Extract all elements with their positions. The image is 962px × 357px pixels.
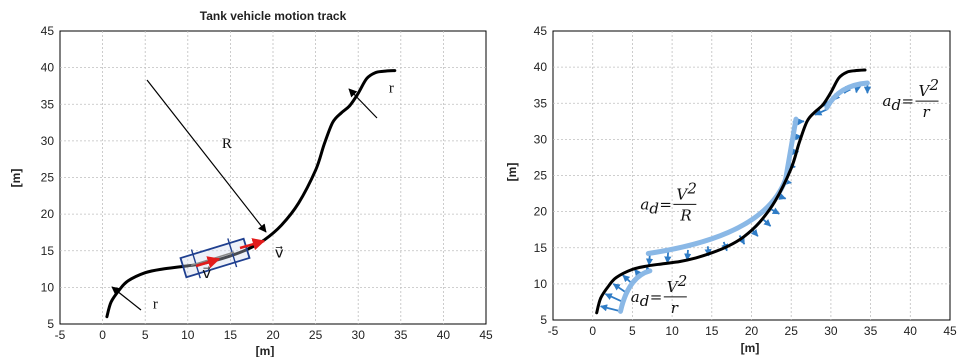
- acceleration-arrow: [599, 304, 619, 312]
- right-x-tick-label: 35: [864, 324, 878, 338]
- formula-subscript: d: [649, 199, 659, 217]
- left-y-tick-label: 40: [41, 61, 55, 75]
- formula-subscript: d: [640, 292, 650, 310]
- left-x-tick-label: 0: [99, 328, 106, 342]
- left-y-tick-label: 10: [41, 280, 55, 294]
- arc-upper-small-radius: [824, 80, 870, 111]
- acceleration-arrow: [684, 249, 692, 261]
- formula-0: a d =V 2 r: [883, 76, 940, 121]
- left-ticks: -5 0 5 10 15 20 25 30 35 40 45 5 10 15 20 25 30 35 40 45: [41, 24, 493, 342]
- left-annotations: r R r v⃗ v⃗: [153, 81, 394, 313]
- left-x-tick-label: 40: [437, 328, 451, 342]
- annotation-r-top: r: [389, 81, 394, 97]
- left-x-tick-label: 10: [181, 328, 195, 342]
- left-y-tick-label: 35: [41, 97, 55, 111]
- right-x-tick-label: 40: [904, 324, 918, 338]
- radius-arrow-top: [348, 88, 378, 119]
- left-x-tick-label: 20: [266, 328, 280, 342]
- formula-equals: =: [650, 288, 663, 306]
- radius-arrow-large: [146, 79, 267, 233]
- left-y-tick-label: 15: [41, 244, 55, 258]
- left-y-axis-label: [m]: [9, 169, 23, 188]
- right-y-axis-label: [m]: [505, 163, 519, 182]
- formula-numerator: V: [667, 278, 680, 296]
- formula-lhs: a: [883, 92, 892, 110]
- formula-1: a d =V 2 R: [640, 179, 697, 224]
- right-x-tick-label: 5: [629, 324, 636, 338]
- annotation-velocity-front: v⃗: [275, 245, 284, 261]
- left-y-tick-label: 30: [41, 134, 55, 148]
- acceleration-arrow: [762, 218, 772, 227]
- left-chart-title: Tank vehicle motion track: [200, 9, 347, 23]
- right-x-tick-label: -5: [548, 324, 559, 338]
- left-x-tick-label: 30: [352, 328, 366, 342]
- acceleration-arrow: [770, 207, 780, 215]
- left-chart: -5 0 5 10 15 20 25 30 35 40 45 5 10 15 20 25 30 35 40 45 Ta…: [9, 9, 493, 357]
- formula-denominator: R: [679, 206, 691, 224]
- left-x-tick-label: 45: [479, 328, 493, 342]
- velocity-arrow-front: [239, 238, 266, 251]
- right-y-tick-label: 30: [534, 132, 548, 146]
- acceleration-arrow: [814, 108, 829, 116]
- right-y-tick-label: 10: [534, 277, 548, 291]
- left-y-tick-label: 20: [41, 207, 55, 221]
- formula-numerator: V: [919, 82, 932, 100]
- radius-arrow-bottom: [111, 286, 142, 311]
- right-x-tick-label: 15: [705, 324, 719, 338]
- acceleration-arrow: [664, 252, 672, 264]
- right-y-tick-label: 15: [534, 241, 548, 255]
- left-x-tick-label: 35: [394, 328, 408, 342]
- formula-equals: =: [902, 92, 915, 110]
- velocity-arrow-rear: [195, 256, 221, 269]
- annotation-r-bottom: r: [153, 297, 158, 313]
- arc-lower-small-radius: [617, 268, 653, 314]
- acceleration-arrow: [612, 283, 627, 294]
- right-chart: -5 0 5 10 15 20 25 30 35 40 45 5 10 15 20 25 30 35 40 45 [m…: [505, 24, 957, 355]
- annotation-R: R: [222, 136, 232, 152]
- formula-lhs: a: [640, 195, 649, 213]
- right-x-tick-label: 20: [745, 324, 759, 338]
- right-y-tick-label: 40: [534, 60, 548, 74]
- formula-lhs: a: [631, 288, 640, 306]
- left-y-tick-label: 45: [41, 24, 55, 38]
- left-grid: [60, 31, 486, 324]
- right-x-tick-label: 10: [665, 324, 679, 338]
- formula-superscript: 2: [677, 272, 688, 290]
- left-x-axis-label: [m]: [256, 344, 275, 357]
- left-x-tick-label: 25: [309, 328, 323, 342]
- left-track-line: [105, 69, 397, 319]
- acceleration-formulas: a d =V 2ra d =V 2Ra d =V 2r: [631, 76, 939, 317]
- right-y-tick-label: 5: [540, 313, 547, 327]
- formula-superscript: 2: [929, 76, 940, 94]
- formula-denominator: r: [671, 299, 679, 317]
- right-x-tick-label: 25: [785, 324, 799, 338]
- acceleration-arrow: [604, 293, 622, 303]
- left-y-tick-label: 5: [47, 317, 54, 331]
- left-x-tick-label: 5: [142, 328, 149, 342]
- formula-2: a d =V 2 r: [631, 272, 688, 317]
- formula-numerator: V: [676, 185, 689, 203]
- annotation-velocity-rear: v⃗: [202, 266, 211, 282]
- left-y-tick-label: 25: [41, 171, 55, 185]
- formula-subscript: d: [892, 96, 902, 114]
- right-y-tick-label: 20: [534, 205, 548, 219]
- left-x-tick-label: -5: [55, 328, 66, 342]
- right-y-tick-label: 45: [534, 24, 548, 38]
- formula-equals: =: [659, 195, 672, 213]
- right-ticks: -5 0 5 10 15 20 25 30 35 40 45 5 10 15 20 25 30 35 40 45: [534, 24, 957, 338]
- left-x-tick-label: 15: [224, 328, 238, 342]
- right-y-tick-label: 25: [534, 169, 548, 183]
- right-x-tick-label: 45: [943, 324, 957, 338]
- right-track-line: [595, 68, 867, 315]
- formula-denominator: r: [923, 103, 931, 121]
- right-x-axis-label: [m]: [741, 341, 760, 355]
- formula-superscript: 2: [686, 179, 697, 197]
- right-x-tick-label: 30: [824, 324, 838, 338]
- right-grid: [553, 31, 950, 320]
- right-y-tick-label: 35: [534, 96, 548, 110]
- right-x-tick-label: 0: [589, 324, 596, 338]
